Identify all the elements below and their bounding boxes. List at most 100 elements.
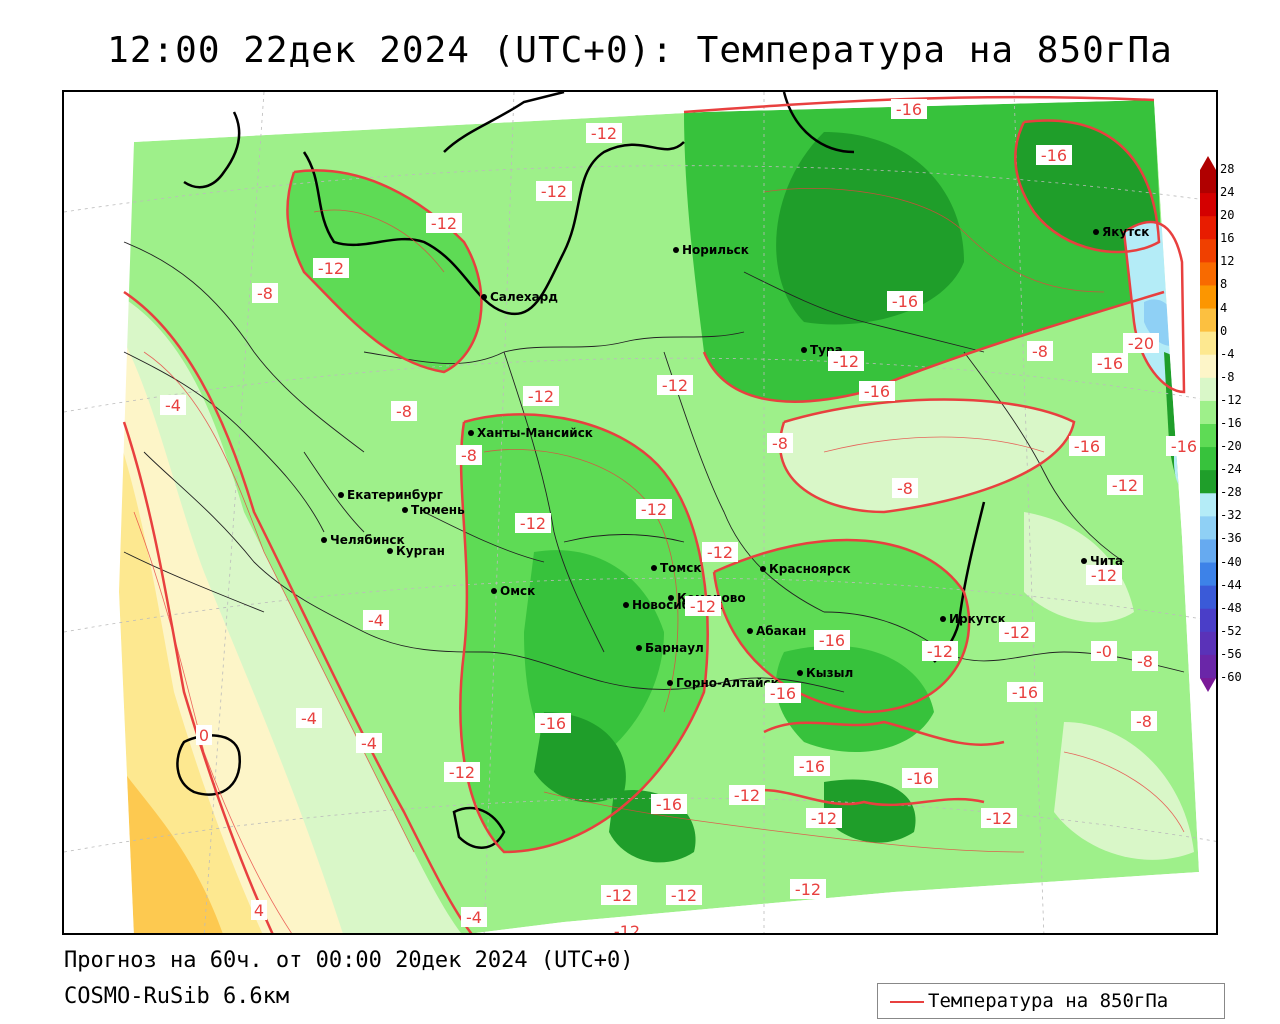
contour-label-bg [515,513,551,533]
city-dot [321,537,327,543]
city-dot [636,645,642,651]
city-label: Иркутск [949,612,1006,626]
contour-label: -12 [685,596,721,616]
contour-label-text: -0 [1096,642,1112,661]
contour-label-bg [1091,641,1117,661]
map-panel[interactable]: Якутск Норильск Салехард Тура Ханты-Мансийск… [62,90,1218,935]
colorbar-tick: 16 [1220,231,1235,246]
contour-label-text: -12 [671,886,697,905]
contour-label: -16 [902,768,938,788]
city-dot [491,588,497,594]
contour-label-text: -16 [896,100,922,119]
contour-label-text: -20 [1128,334,1154,353]
contour-label-text: -12 [986,809,1012,828]
contour-label-bg [252,283,278,303]
contour-label-bg [702,542,738,562]
contour-label-text: -16 [1171,437,1197,456]
contour-labels: -16 -12 -16 -12 -12 -12 -8 -16 -8 -12 -20 -16 -12 -4 -… [160,99,1202,933]
contour-label: -12 [666,885,702,905]
colorbar-tick: -60 [1220,670,1242,684]
contour-label-text: -8 [396,402,412,421]
city-dot [673,247,679,253]
colorbar-tick: -4 [1220,346,1235,361]
contour-label: -12 [657,375,693,395]
city-label: Салехард [490,290,558,304]
contour-label: -8 [456,445,482,465]
contour-lines-minor [133,188,1185,933]
contour-label: -16 [651,794,687,814]
contour-label-bg [1132,651,1158,671]
contour-label-bg [444,762,480,782]
city-dot [760,566,766,572]
city-dot [468,430,474,436]
contour-label-text: -16 [1074,437,1100,456]
contour-label-bg [651,794,687,814]
contour-label: -8 [767,433,793,453]
contour-label-bg [536,181,572,201]
colorbar-tick: 28 [1220,162,1235,176]
contour-label-text: -16 [1012,683,1038,702]
contour-label: -4 [356,733,382,753]
contour-label-bg [922,641,958,661]
colorbar-tick: -12 [1220,392,1242,407]
contour-label: -16 [887,291,923,311]
contour-label: -12 [426,213,462,233]
colorbar-segment [1200,539,1216,564]
contour-label-text: -16 [656,795,682,814]
colorbar-segment [1200,377,1216,402]
contour-label-bg [456,445,482,465]
contour-label-text: -8 [897,479,913,498]
contour-label-bg [1123,333,1159,353]
contour-label-bg [196,725,212,745]
city-label: Якутск [1102,225,1149,239]
contour-label-text: -8 [1032,342,1048,361]
colorbar-segment [1200,447,1216,471]
contour-label-bg [828,351,864,371]
contour-label-bg [160,395,186,415]
contour-label-bg [1007,682,1043,702]
contour-label-bg [657,375,693,395]
colorbar-tick: 0 [1220,323,1228,338]
contour-label-bg [1069,436,1105,456]
city-dot [667,680,673,686]
contour-label-bg [586,123,622,143]
contour-label-bg [461,907,487,927]
contour-label-bg [535,713,571,733]
colorbar-max-arrow [1200,156,1216,170]
city-label: Красноярск [769,562,851,576]
colorbar-segment [1200,354,1216,379]
contour-label-text: -12 [1112,476,1138,495]
contour-label-bg [729,785,765,805]
contour-label: -12 [1107,475,1143,495]
contour-label: -8 [1027,341,1053,361]
colorbar-tick: -40 [1220,554,1242,569]
contour-label: -12 [1086,565,1122,585]
contour-label: -12 [636,499,672,519]
contour-label-bg [1086,565,1122,585]
contour-label: -12 [922,641,958,661]
city-dot [338,492,344,498]
contour-label-text: -12 [1004,623,1030,642]
city-dot [481,294,487,300]
contour-label-bg [859,381,895,401]
legend: Температура на 850гПа [877,983,1225,1019]
contour-label: -12 [515,513,551,533]
contour-label: -20 [1123,333,1159,353]
contour-label-text: -8 [1136,712,1152,731]
contour-label-text: -12 [690,597,716,616]
city-dot [668,595,674,601]
colorbar-tick: -56 [1220,646,1242,661]
colorbar-tick: -52 [1220,623,1242,638]
colorbar-segment [1200,585,1216,610]
city-label: Челябинск [330,533,405,547]
colorbar-segment [1200,608,1216,633]
contour-label-bg [296,708,322,728]
city-dot [1093,229,1099,235]
contour-label-text: -16 [892,292,918,311]
contour-label-bg [767,433,793,453]
city-label: Абакан [756,624,806,638]
contour-label-bg [363,610,389,630]
contour-label: -16 [794,756,830,776]
colorbar-segment [1200,262,1216,286]
contour-label-bg [1092,353,1128,373]
